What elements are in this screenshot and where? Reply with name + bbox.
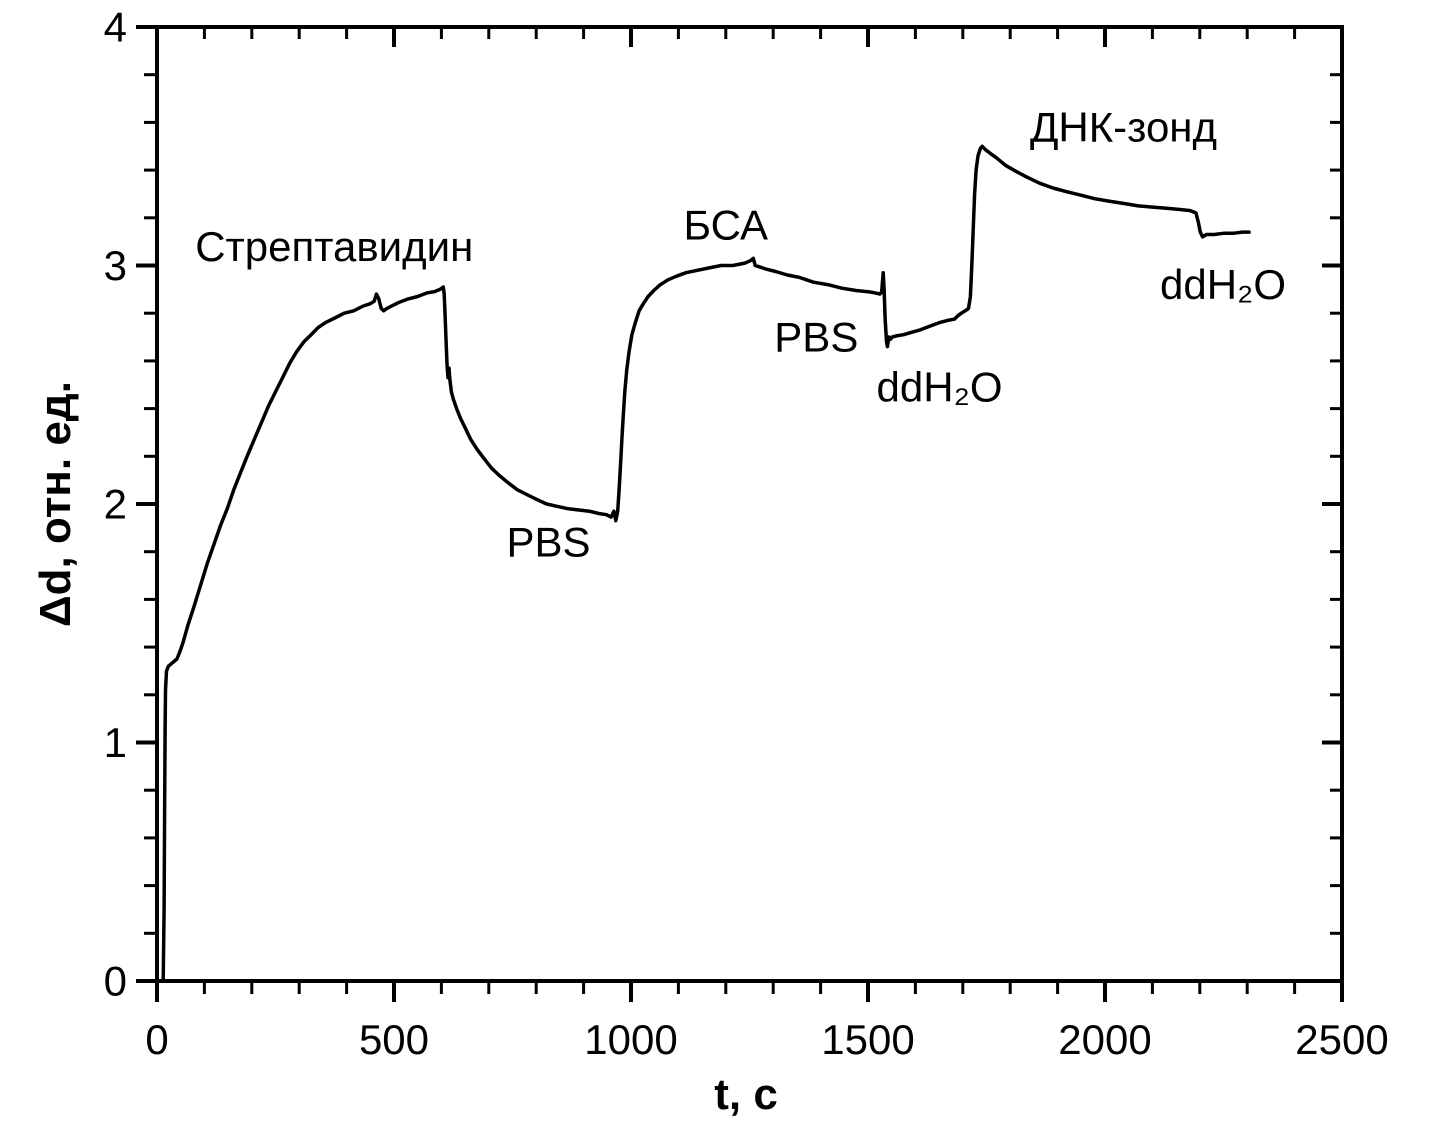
ddh2o-label-2: ddH₂O [1160, 261, 1286, 308]
streptavidin-label: Стрептавидин [195, 223, 473, 270]
y-axis-title: Δd, отн. ед. [31, 381, 80, 627]
y-tick-label-1: 1 [104, 719, 127, 766]
data-curve [156, 144, 1251, 983]
y-tick-label-3: 3 [104, 242, 127, 289]
x-tick-label-1000: 1000 [584, 1016, 677, 1063]
y-tick-label-4: 4 [104, 4, 127, 51]
x-axis-title: t, c [714, 1070, 778, 1119]
x-tick-label-500: 500 [359, 1016, 429, 1063]
bsa-label: БСА [684, 201, 769, 248]
x-tick-label-0: 0 [145, 1016, 168, 1063]
ddh2o-label-1: ddH₂O [877, 364, 1003, 411]
x-axis-tick-labels: 0 500 1000 1500 2000 2500 [145, 1016, 1388, 1063]
x-tick-label-2000: 2000 [1058, 1016, 1151, 1063]
y-axis-tick-labels: 0 1 2 3 4 [104, 4, 127, 1005]
x-tick-label-1500: 1500 [821, 1016, 914, 1063]
annotations: Стрептавидин PBS БСА PBS ddH₂O ДНК-зонд ddH₂O [195, 104, 1286, 566]
axis-ticks [136, 25, 1344, 1002]
dna-probe-label: ДНК-зонд [1030, 104, 1217, 151]
y-tick-label-2: 2 [104, 481, 127, 528]
pbs-label-1: PBS [507, 519, 591, 566]
y-tick-label-0: 0 [104, 958, 127, 1005]
x-tick-label-2500: 2500 [1295, 1016, 1388, 1063]
plot-frame [155, 25, 1344, 983]
pbs-label-2: PBS [774, 314, 858, 361]
